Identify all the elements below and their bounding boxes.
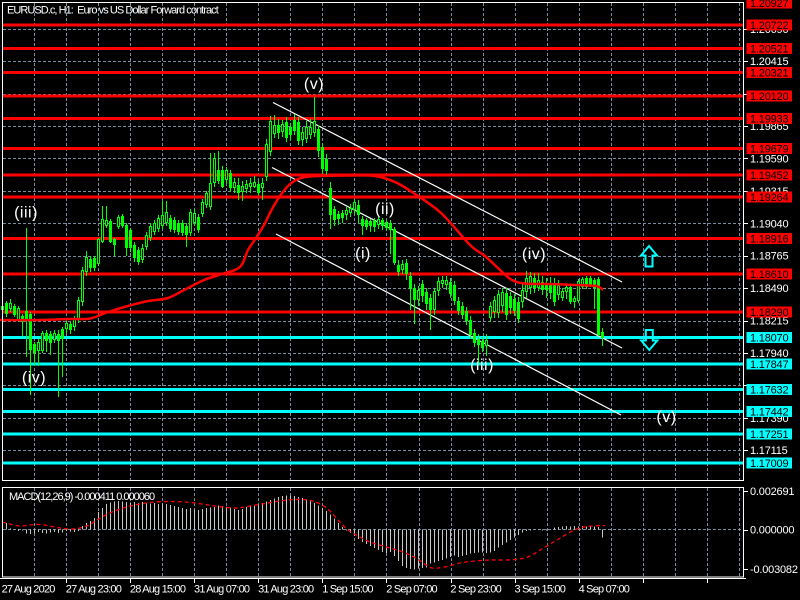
- svg-text:27 Aug 23:00: 27 Aug 23:00: [66, 584, 122, 596]
- svg-text:0.000000: 0.000000: [750, 525, 794, 537]
- svg-text:1.18070: 1.18070: [750, 333, 788, 345]
- svg-text:-0.003082: -0.003082: [750, 564, 798, 576]
- svg-text:1.18916: 1.18916: [750, 233, 788, 245]
- svg-text:3 Sep 15:00: 3 Sep 15:00: [515, 584, 566, 596]
- svg-text:2 Sep 23:00: 2 Sep 23:00: [450, 584, 501, 596]
- svg-text:1.20120: 1.20120: [750, 91, 788, 103]
- svg-text:1.19040: 1.19040: [750, 218, 788, 230]
- svg-text:1.19264: 1.19264: [750, 192, 788, 204]
- svg-text:1.18290: 1.18290: [750, 307, 788, 319]
- svg-text:1.17632: 1.17632: [750, 384, 788, 396]
- svg-text:1.17847: 1.17847: [750, 359, 788, 371]
- svg-text:(ii): (ii): [375, 201, 395, 218]
- svg-text:1.17940: 1.17940: [750, 348, 788, 360]
- svg-text:1.19590: 1.19590: [750, 153, 788, 165]
- svg-text:4 Sep 07:00: 4 Sep 07:00: [579, 584, 630, 596]
- svg-text:1.20521: 1.20521: [750, 44, 788, 56]
- svg-text:1.17009: 1.17009: [750, 458, 788, 470]
- svg-text:(iii): (iii): [14, 205, 38, 222]
- svg-text:1.17251: 1.17251: [750, 429, 788, 441]
- svg-text:1.19679: 1.19679: [750, 143, 788, 155]
- svg-text:1.19933: 1.19933: [750, 114, 788, 126]
- svg-text:1.17115: 1.17115: [750, 445, 788, 457]
- svg-text:31 Aug 23:00: 31 Aug 23:00: [258, 584, 314, 596]
- svg-text:1.20321: 1.20321: [750, 67, 788, 79]
- svg-text:(v): (v): [304, 76, 324, 93]
- svg-text:1.19452: 1.19452: [750, 170, 788, 182]
- svg-text:1.20927: 1.20927: [750, 0, 788, 10]
- svg-text:2 Sep 07:00: 2 Sep 07:00: [386, 584, 437, 596]
- svg-text:1.18765: 1.18765: [750, 251, 788, 263]
- svg-text:1.18215: 1.18215: [750, 316, 788, 328]
- svg-text:31 Aug 07:00: 31 Aug 07:00: [194, 584, 250, 596]
- svg-text:1.18490: 1.18490: [750, 283, 788, 295]
- svg-text:(i): (i): [355, 246, 371, 263]
- svg-text:EURUSD.c, H1: Euro vs US Doll: EURUSD.c, H1: Euro vs US Dollar Forward …: [7, 5, 219, 17]
- svg-text:0.002691: 0.002691: [750, 486, 794, 498]
- svg-text:(iv): (iv): [522, 246, 546, 263]
- svg-text:1.20722: 1.20722: [750, 20, 788, 32]
- svg-text:1.20415: 1.20415: [750, 56, 788, 68]
- svg-text:(iii): (iii): [470, 357, 494, 374]
- svg-text:1 Sep 15:00: 1 Sep 15:00: [322, 584, 373, 596]
- svg-text:(iv): (iv): [22, 370, 46, 387]
- svg-text:1.18610: 1.18610: [750, 269, 788, 281]
- svg-text:(v): (v): [656, 409, 676, 426]
- svg-text:27 Aug 2020: 27 Aug 2020: [2, 584, 56, 596]
- svg-text:MACD(12,26,9) -0.000411 0.0000: MACD(12,26,9) -0.000411 0.000060: [9, 491, 155, 503]
- svg-text:1.17442: 1.17442: [750, 407, 788, 419]
- svg-text:28 Aug 15:00: 28 Aug 15:00: [130, 584, 186, 596]
